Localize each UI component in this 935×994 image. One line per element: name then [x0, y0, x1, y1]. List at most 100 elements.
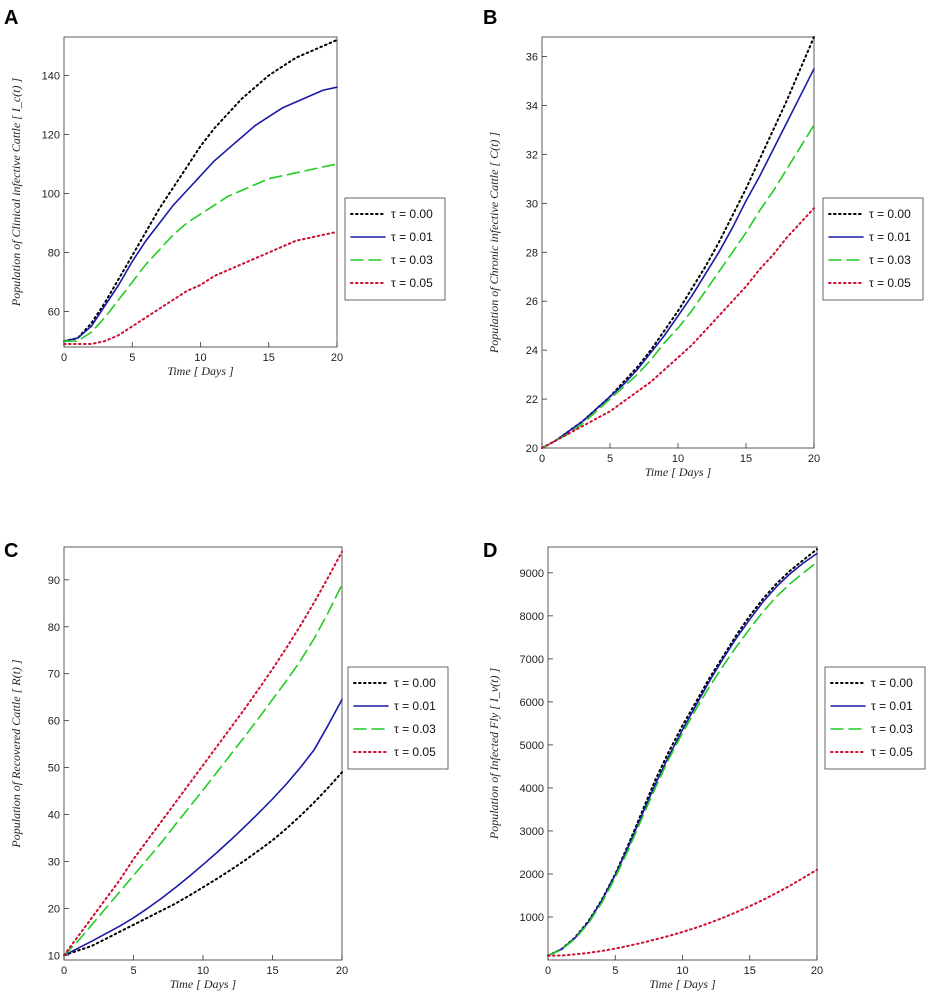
- legend-label-2: τ = 0.03: [394, 722, 436, 736]
- series-line-1: [63, 86, 338, 342]
- legend-label-3: τ = 0.05: [871, 745, 913, 759]
- x-tick-label: 15: [740, 453, 752, 465]
- y-tick-label: 34: [526, 101, 538, 113]
- panel-letter: D: [483, 540, 497, 562]
- legend: τ = 0.00 τ = 0.01 τ = 0.03 τ = 0.05: [824, 666, 926, 770]
- y-tick-label: 22: [526, 394, 538, 406]
- x-tick-label: 5: [607, 453, 613, 465]
- legend: τ = 0.00 τ = 0.01 τ = 0.03 τ = 0.05: [347, 666, 449, 770]
- x-tick-label: 5: [130, 965, 136, 977]
- chart-panel-d: D 0 5 10 15 20 1000 2000 3000 4000 5000 6000 7000 800…: [483, 540, 926, 991]
- x-tick-label: 0: [545, 965, 551, 977]
- series-line-2: [541, 124, 815, 449]
- y-tick-label: 20: [526, 443, 538, 455]
- y-tick-label: 32: [526, 149, 538, 161]
- y-tick-label: 70: [48, 669, 60, 681]
- y-tick-label: 100: [42, 188, 60, 200]
- legend-label-2: τ = 0.03: [391, 253, 433, 267]
- x-tick-label: 15: [266, 965, 278, 977]
- x-tick-label: 0: [539, 453, 545, 465]
- y-tick-label: 24: [526, 345, 538, 357]
- x-tick-label: 5: [612, 965, 618, 977]
- y-tick-label: 9000: [520, 568, 544, 580]
- legend-label-0: τ = 0.00: [391, 207, 433, 221]
- x-tick-label: 10: [194, 352, 206, 364]
- y-tick-label: 36: [526, 52, 538, 64]
- y-tick-label: 50: [48, 763, 60, 775]
- x-tick-label: 20: [336, 965, 348, 977]
- series-line-0: [541, 36, 815, 449]
- series-line-0: [63, 771, 343, 957]
- y-tick-label: 140: [42, 70, 60, 82]
- x-tick-label: 0: [61, 965, 67, 977]
- legend-label-1: τ = 0.01: [394, 699, 436, 713]
- x-axis-label: Time [ Days ]: [645, 465, 712, 479]
- panel-letter: A: [4, 7, 18, 29]
- x-axis-label: Time [ Days ]: [170, 977, 237, 991]
- legend: τ = 0.00 τ = 0.01 τ = 0.03 τ = 0.05: [822, 197, 924, 301]
- chart-panel-b: B 0 5 10 15 20 20 22 24 26 28 30 32 34 36 Time [ Days ]…: [483, 7, 924, 479]
- y-tick-label: 20: [48, 903, 60, 915]
- y-tick-label: 60: [48, 716, 60, 728]
- y-tick-label: 30: [48, 856, 60, 868]
- series-line-1: [63, 698, 343, 957]
- legend-label-0: τ = 0.00: [869, 207, 911, 221]
- series-line-3: [547, 868, 818, 957]
- y-tick-label: 3000: [520, 826, 544, 838]
- y-axis-label: Population of Recovered Cattle [ R(t) ]: [9, 659, 23, 849]
- legend-label-2: τ = 0.03: [871, 722, 913, 736]
- y-tick-label: 8000: [520, 611, 544, 623]
- plot-frame: [63, 36, 338, 348]
- y-tick-label: 26: [526, 296, 538, 308]
- y-axis-label: Population of Chronic infective Cattle […: [487, 132, 501, 355]
- chart-panel-a: A 0 5 10 15 20 60 80 100 120 140 Time [ Days ] Popul…: [4, 7, 446, 378]
- legend-label-3: τ = 0.05: [394, 745, 436, 759]
- legend-label-0: τ = 0.00: [394, 676, 436, 690]
- y-tick-label: 30: [526, 198, 538, 210]
- y-tick-label: 28: [526, 247, 538, 259]
- y-tick-label: 4000: [520, 783, 544, 795]
- x-tick-label: 10: [676, 965, 688, 977]
- y-tick-label: 60: [48, 307, 60, 319]
- y-axis-label: Population of Clinical infective Cattle …: [9, 78, 23, 308]
- y-tick-label: 80: [48, 248, 60, 260]
- series-line-3: [541, 207, 815, 449]
- x-tick-label: 15: [263, 352, 275, 364]
- series-line-2: [547, 561, 818, 957]
- y-axis-label: Population of Infected Fly [ I_v(t) ]: [487, 668, 501, 841]
- x-tick-label: 15: [744, 965, 756, 977]
- legend-label-2: τ = 0.03: [869, 253, 911, 267]
- x-tick-label: 20: [811, 965, 823, 977]
- y-tick-label: 2000: [520, 869, 544, 881]
- legend-label-1: τ = 0.01: [391, 230, 433, 244]
- x-axis-label: Time [ Days ]: [167, 364, 234, 378]
- y-tick-label: 90: [48, 575, 60, 587]
- legend-label-0: τ = 0.00: [871, 676, 913, 690]
- x-tick-label: 0: [61, 352, 67, 364]
- plot-frame: [541, 36, 815, 449]
- y-tick-label: 1000: [520, 912, 544, 924]
- legend-label-3: τ = 0.05: [869, 276, 911, 290]
- legend: τ = 0.00 τ = 0.01 τ = 0.03 τ = 0.05: [344, 197, 446, 301]
- legend-label-1: τ = 0.01: [869, 230, 911, 244]
- series-line-1: [547, 552, 818, 957]
- series-line-0: [547, 548, 818, 957]
- series-line-2: [63, 583, 343, 957]
- x-tick-label: 20: [808, 453, 820, 465]
- y-tick-label: 120: [42, 129, 60, 141]
- chart-panel-c: C 0 5 10 15 20 10 20 30 40 50 60 70 80 90 Time [ Days ]…: [4, 540, 449, 991]
- legend-label-3: τ = 0.05: [391, 276, 433, 290]
- y-tick-label: 7000: [520, 654, 544, 666]
- panel-letter: B: [483, 7, 497, 29]
- x-tick-label: 10: [197, 965, 209, 977]
- series-line-3: [63, 550, 343, 957]
- y-tick-label: 80: [48, 622, 60, 634]
- x-tick-label: 10: [672, 453, 684, 465]
- x-tick-label: 20: [331, 352, 343, 364]
- series-line-1: [541, 68, 815, 449]
- y-tick-label: 40: [48, 810, 60, 822]
- legend-label-1: τ = 0.01: [871, 699, 913, 713]
- series-line-2: [63, 163, 338, 342]
- x-axis-label: Time [ Days ]: [649, 977, 716, 991]
